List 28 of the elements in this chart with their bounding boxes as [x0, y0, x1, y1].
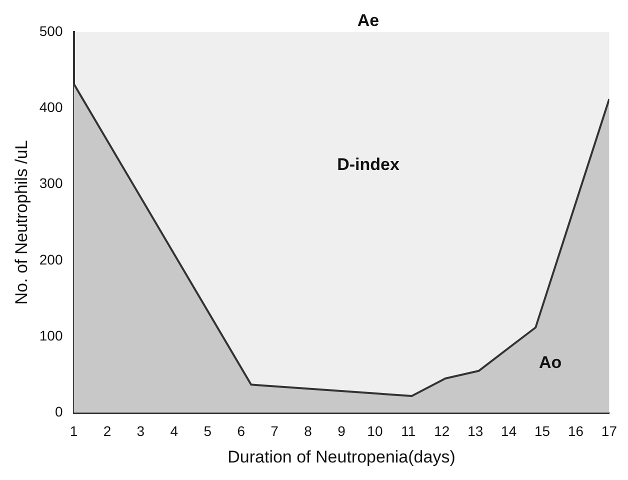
annotation: D-index [337, 154, 400, 174]
y-tick-label: 400 [39, 99, 63, 116]
y-tick-label: 0 [54, 404, 63, 420]
x-tick-label: 10 [367, 423, 383, 440]
x-tick-label: 15 [534, 423, 550, 440]
x-tick-label: 1 [70, 423, 78, 440]
y-tick-label: 100 [39, 328, 63, 344]
y-tick-label: 200 [39, 251, 63, 268]
x-tick-label: 4 [170, 423, 178, 440]
x-tick-label: 8 [304, 423, 312, 440]
x-tick-label: 16 [568, 423, 584, 440]
x-tick-label: 3 [136, 423, 145, 440]
y-tick-label: 500 [39, 22, 63, 39]
x-axis-title: Duration of Neutropenia(days) [228, 447, 456, 466]
x-tick-label: 12 [434, 423, 450, 440]
x-tick-label: 9 [338, 423, 346, 440]
text: Ae [357, 11, 380, 30]
annotation: Ao [538, 352, 562, 372]
y-tick-label: 300 [39, 175, 63, 192]
x-tick-label: 13 [468, 423, 484, 440]
x-tick-label: 7 [270, 423, 279, 440]
x-tick-label: 2 [103, 423, 112, 440]
x-tick-label: 11 [401, 423, 416, 440]
y-axis-title: No. of Neutrophils /uL [12, 140, 31, 305]
x-tick-label: 17 [601, 423, 618, 440]
x-tick-label: 5 [204, 423, 212, 440]
x-tick-label: 14 [501, 423, 517, 440]
x-tick-label: 6 [237, 423, 246, 440]
